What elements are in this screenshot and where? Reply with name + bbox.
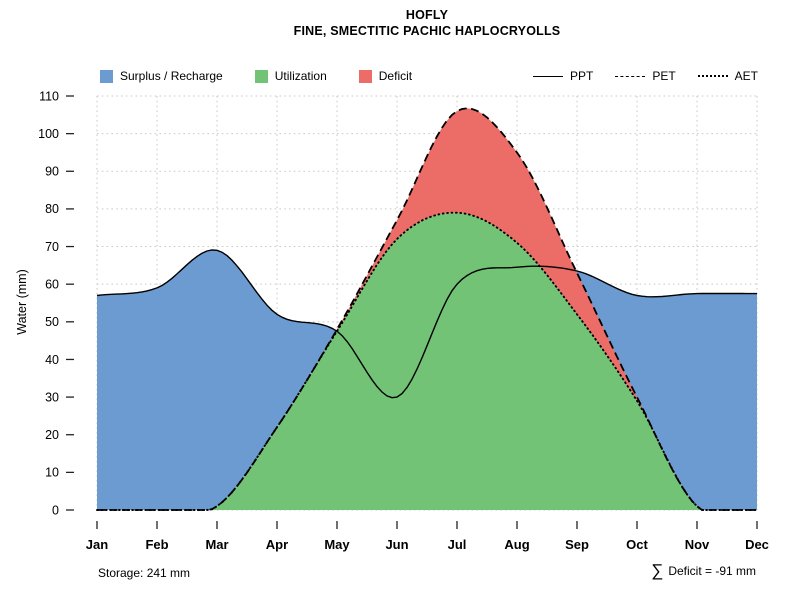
y-tick-label: 20 bbox=[45, 428, 59, 442]
utilization-area bbox=[97, 212, 757, 510]
x-tick-label: Jun bbox=[385, 537, 408, 552]
legend-item-utilization: Utilization bbox=[254, 69, 327, 83]
legend-label-pet: PET bbox=[652, 69, 676, 83]
aet-line-sample-icon bbox=[697, 75, 728, 77]
surplus-swatch bbox=[100, 69, 113, 83]
legend-label-utilization: Utilization bbox=[274, 69, 327, 83]
legend-item-ppt: PPT bbox=[532, 69, 594, 83]
y-tick-label: 0 bbox=[52, 503, 59, 517]
x-tick-label: Apr bbox=[266, 537, 288, 552]
chart-legend: Surplus / Recharge Utilization Deficit P… bbox=[100, 66, 758, 86]
pet-line bbox=[97, 107, 757, 511]
x-tick-label: Jul bbox=[448, 537, 467, 552]
legend-label-deficit: Deficit bbox=[378, 69, 413, 83]
aet-line bbox=[96, 211, 758, 511]
deficit-swatch bbox=[358, 69, 372, 83]
utilization-swatch bbox=[254, 69, 268, 83]
x-tick-label: Sep bbox=[565, 537, 589, 552]
x-tick-label: Mar bbox=[205, 537, 228, 552]
pet-line-sample-icon bbox=[615, 75, 646, 77]
x-tick-label: May bbox=[324, 537, 350, 552]
legend-label-surplus: Surplus / Recharge bbox=[120, 69, 223, 83]
y-tick-label: 100 bbox=[38, 127, 59, 141]
y-tick-label: 60 bbox=[45, 277, 59, 291]
sigma-symbol: ∑ bbox=[651, 561, 664, 580]
axis-ticks bbox=[66, 95, 758, 529]
deficit-text: Deficit = -91 mm bbox=[668, 564, 756, 578]
y-tick-label: 10 bbox=[45, 466, 59, 480]
ppt-line-sample-icon bbox=[532, 75, 563, 77]
y-tick-label: 110 bbox=[39, 89, 59, 103]
deficit-area bbox=[97, 108, 757, 511]
x-tick-label: Aug bbox=[504, 537, 529, 552]
legend-item-aet: AET bbox=[697, 69, 758, 83]
legend-area-group: Surplus / Recharge Utilization Deficit bbox=[100, 69, 412, 83]
chart-title: HOFLY bbox=[405, 8, 449, 22]
x-tick-label: Jan bbox=[86, 537, 108, 552]
y-tick-label: 30 bbox=[45, 390, 59, 404]
legend-item-pet: PET bbox=[615, 69, 676, 83]
x-tick-label: Dec bbox=[745, 537, 769, 552]
y-tick-label: 90 bbox=[45, 165, 59, 179]
legend-item-deficit: Deficit bbox=[358, 69, 413, 83]
area-fills bbox=[97, 108, 757, 511]
x-tick-label: Oct bbox=[626, 537, 648, 552]
legend-label-aet: AET bbox=[734, 69, 758, 83]
legend-label-ppt: PPT bbox=[569, 69, 594, 83]
storage-annotation: Storage: 241 mm bbox=[98, 566, 191, 580]
y-tick-label: 70 bbox=[45, 240, 59, 254]
ppt-line bbox=[96, 249, 757, 399]
axis-labels: 0 10 20 30 40 50 60 70 80 90 100 110 Jan Feb Mar Apr May… bbox=[38, 89, 769, 552]
legend-item-surplus: Surplus / Recharge bbox=[100, 69, 223, 83]
chart-subtitle: FINE, SMECTITIC PACHIC HAPLOCRYOLLS bbox=[293, 24, 561, 38]
deficit-annotation: ∑ Deficit = -91 mm bbox=[651, 561, 756, 581]
y-tick-label: 80 bbox=[45, 202, 59, 216]
series-lines bbox=[96, 107, 758, 511]
x-tick-label: Feb bbox=[145, 537, 168, 552]
legend-line-group: PPT PET AET bbox=[532, 69, 758, 83]
y-tick-label: 40 bbox=[45, 353, 59, 367]
x-tick-label: Nov bbox=[685, 537, 710, 552]
y-tick-label: 50 bbox=[45, 315, 59, 329]
surplus-area bbox=[97, 212, 757, 510]
